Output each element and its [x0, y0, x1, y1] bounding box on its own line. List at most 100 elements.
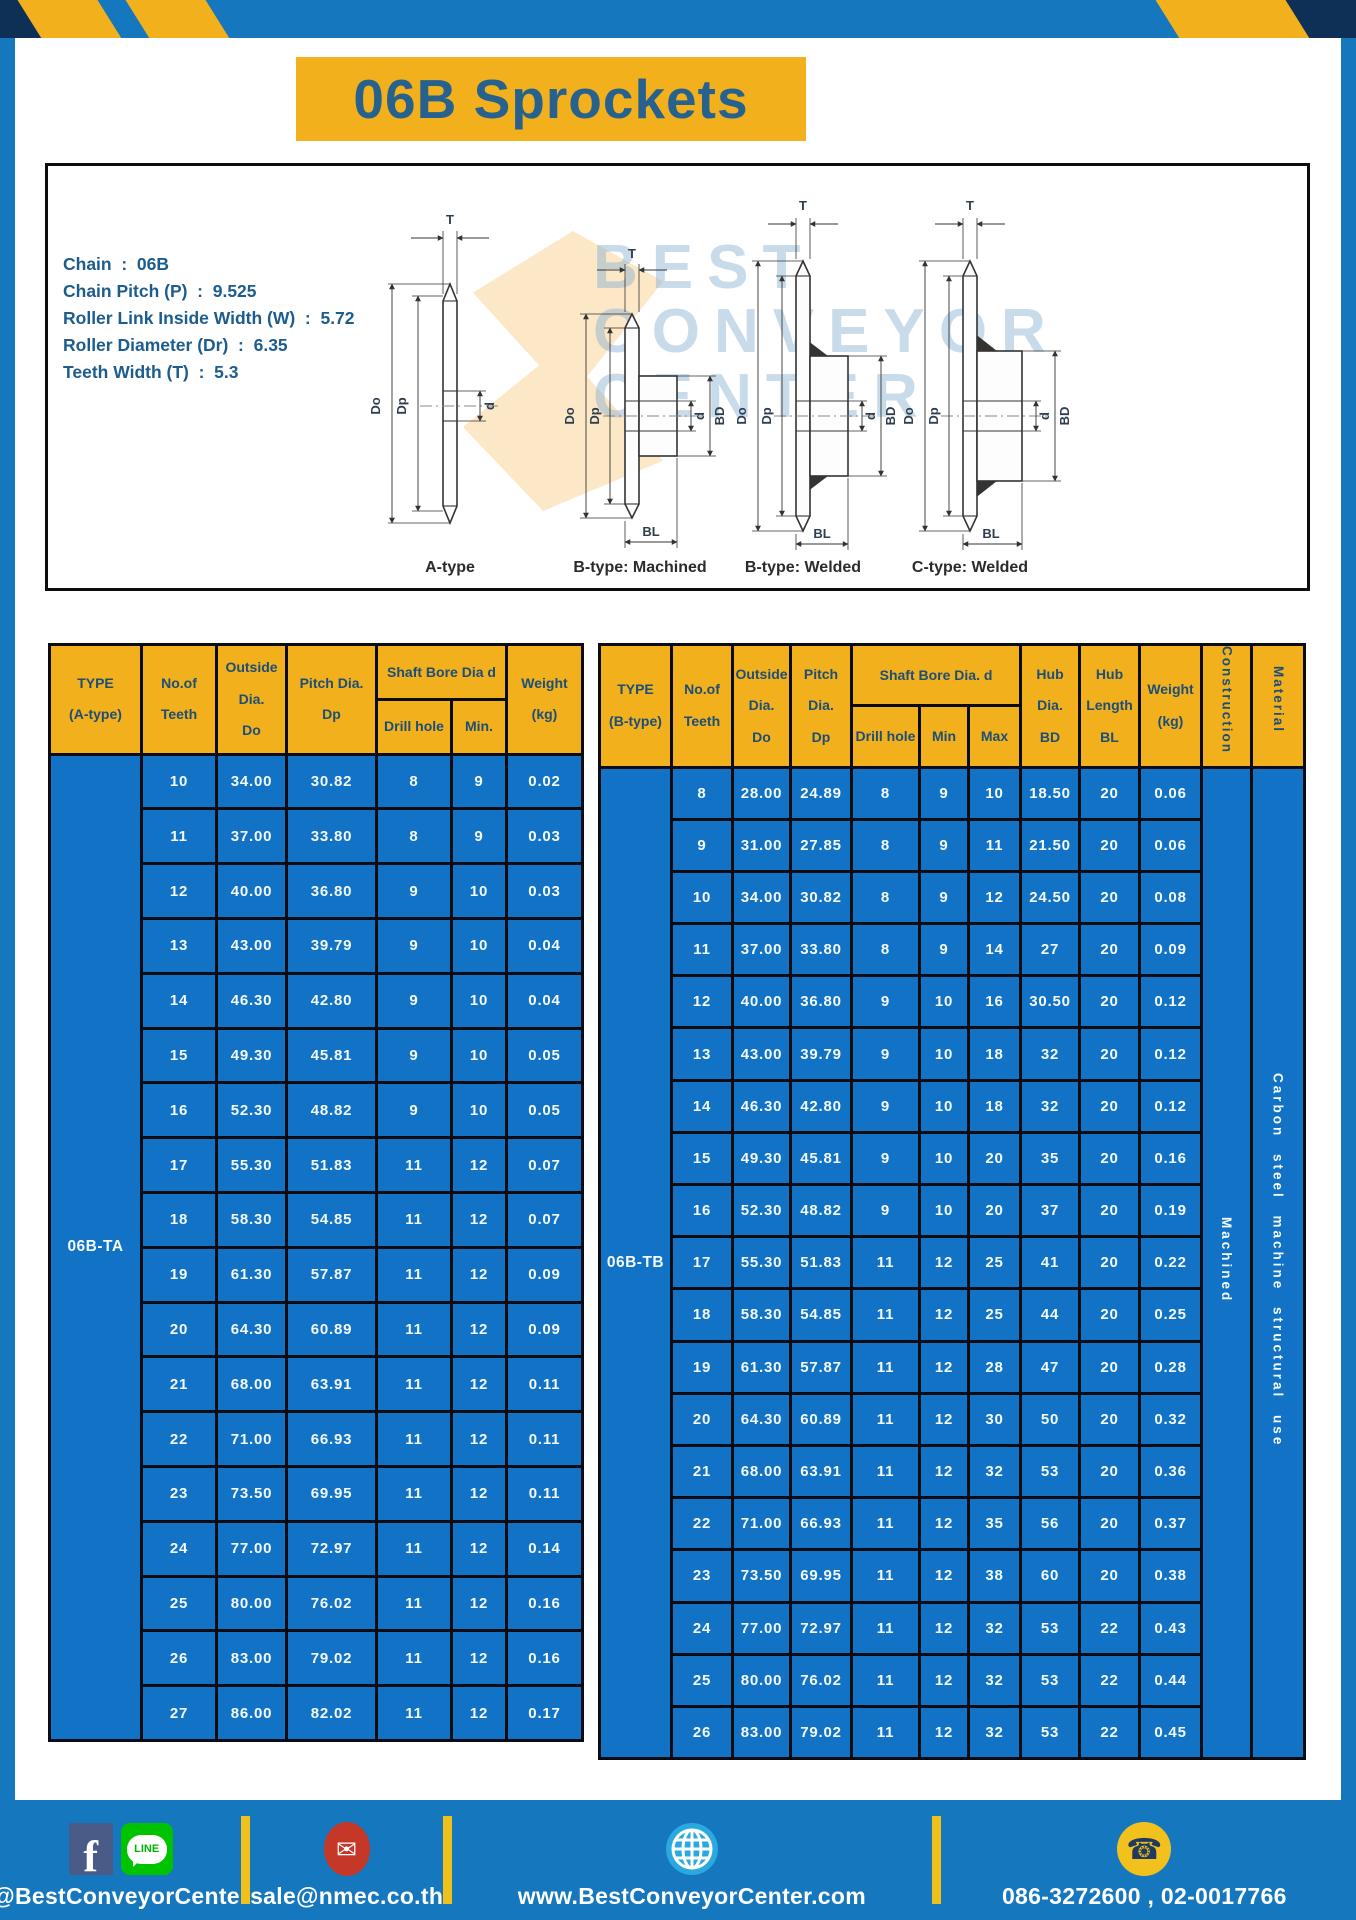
- b-hub-dia-cell: 50: [1019, 1391, 1082, 1447]
- dim-label-bd: BD: [883, 407, 898, 426]
- a-outside-dia-cell: 37.00: [215, 807, 288, 866]
- a-drill-hole-cell: 9: [375, 1081, 453, 1140]
- b-max-cell: 32: [966, 1704, 1023, 1761]
- a-teeth-cell: 16: [140, 1081, 218, 1140]
- b-pitch-dia-cell: 30.82: [789, 869, 853, 926]
- a-outside-dia-cell: 71.00: [215, 1410, 288, 1468]
- b-teeth-cell: 24: [670, 1600, 734, 1656]
- material-value: Carbon steel machine structural use: [1270, 1073, 1286, 1448]
- b-min-cell: 12: [918, 1548, 970, 1604]
- b-pitch-dia-cell: 51.83: [789, 1235, 853, 1291]
- spec-roller-diameter: Roller Diameter (Dr) : 6.35: [63, 335, 288, 355]
- a-weight-cell: 0.07: [505, 1190, 584, 1249]
- a-weight-cell: 0.05: [505, 1026, 584, 1085]
- caption-b-type-machined: B-type: Machined: [573, 559, 707, 576]
- a-teeth-cell: 24: [140, 1519, 218, 1578]
- a-weight-cell: 0.16: [505, 1574, 584, 1633]
- b-max-cell: 28: [966, 1339, 1023, 1395]
- a-type-row: 23 73.50 69.95 11 12 0.11: [50, 1464, 584, 1523]
- a-min-cell: 12: [450, 1684, 508, 1742]
- dim-label-t: T: [966, 198, 974, 213]
- b-outside-dia-cell: 55.30: [731, 1235, 792, 1291]
- a-outside-dia-cell: 34.00: [215, 752, 288, 811]
- b-hub-dia-cell: 44: [1019, 1287, 1082, 1343]
- a-teeth-cell: 27: [140, 1684, 218, 1742]
- b-drill-hole-cell: 11: [850, 1287, 921, 1343]
- a-header-teeth: No.of Teeth: [140, 643, 218, 756]
- top-border-bar: [0, 0, 1356, 38]
- b-type-row: 15 49.30 45.81 9 10 20 35 20 0.16: [600, 1130, 1305, 1187]
- a-outside-dia-cell: 58.30: [215, 1190, 288, 1249]
- b-min-cell: 10: [918, 1078, 970, 1134]
- b-drill-hole-cell: 9: [850, 1182, 921, 1239]
- b-weight-cell: 0.44: [1138, 1652, 1204, 1708]
- b-teeth-cell: 8: [670, 765, 734, 821]
- a-header-outside-dia: Outside Dia. Do: [215, 643, 288, 756]
- b-hub-length-cell: 22: [1078, 1704, 1142, 1761]
- b-hub-length-cell: 20: [1078, 922, 1142, 978]
- a-min-cell: 12: [450, 1136, 508, 1194]
- b-pitch-dia-cell: 69.95: [789, 1548, 853, 1604]
- a-teeth-cell: 17: [140, 1136, 218, 1194]
- b-drill-hole-cell: 8: [850, 922, 921, 978]
- b-teeth-cell: 20: [670, 1391, 734, 1447]
- b-outside-dia-cell: 77.00: [731, 1600, 792, 1656]
- b-outside-dia-cell: 80.00: [731, 1652, 792, 1708]
- b-type-row: 18 58.30 54.85 11 12 25 44 20 0.25: [600, 1287, 1305, 1343]
- a-outside-dia-cell: 77.00: [215, 1519, 288, 1578]
- a-min-cell: 9: [450, 752, 508, 811]
- a-pitch-dia-cell: 48.82: [285, 1081, 378, 1140]
- b-hub-length-cell: 20: [1078, 1391, 1142, 1447]
- b-hub-dia-cell: 24.50: [1019, 869, 1082, 926]
- b-outside-dia-cell: 46.30: [731, 1078, 792, 1134]
- b-drill-hole-cell: 11: [850, 1652, 921, 1708]
- b-max-cell: 18: [966, 1078, 1023, 1134]
- dim-label-dp: Dp: [759, 407, 774, 424]
- b-teeth-cell: 11: [670, 922, 734, 978]
- email-address: sale@nmec.co.th: [250, 1883, 444, 1909]
- a-pitch-dia-cell: 42.80: [285, 971, 378, 1030]
- b-teeth-cell: 17: [670, 1235, 734, 1291]
- b-header-hub-length: Hub Length BL: [1078, 643, 1142, 769]
- b-hub-length-cell: 20: [1078, 1443, 1142, 1500]
- b-pitch-dia-cell: 79.02: [789, 1704, 853, 1761]
- b-hub-length-cell: 20: [1078, 1548, 1142, 1604]
- b-weight-cell: 0.19: [1138, 1182, 1204, 1239]
- a-outside-dia-cell: 49.30: [215, 1026, 288, 1085]
- a-outside-dia-cell: 61.30: [215, 1245, 288, 1304]
- a-weight-cell: 0.04: [505, 916, 584, 975]
- b-outside-dia-cell: 73.50: [731, 1548, 792, 1604]
- b-weight-cell: 0.06: [1138, 817, 1204, 873]
- b-header-construction-cell: Construction: [1200, 643, 1254, 769]
- b-hub-dia-cell: 53: [1019, 1704, 1082, 1761]
- a-pitch-dia-cell: 45.81: [285, 1026, 378, 1085]
- b-header-material-cell: Material: [1250, 643, 1307, 769]
- b-pitch-dia-cell: 66.93: [789, 1496, 853, 1552]
- a-weight-cell: 0.09: [505, 1245, 584, 1304]
- b-drill-hole-cell: 11: [850, 1548, 921, 1604]
- a-teeth-cell: 22: [140, 1410, 218, 1468]
- phone-numbers: 086-3272600 , 02-0017766: [1001, 1883, 1287, 1909]
- b-drill-hole-cell: 11: [850, 1600, 921, 1656]
- b-outside-dia-cell: 61.30: [731, 1339, 792, 1395]
- a-weight-cell: 0.03: [505, 807, 584, 866]
- b-type-row: 9 31.00 27.85 8 9 11 21.50 20 0.06: [600, 817, 1305, 873]
- drawing-b-type-welded: T Do Dp d BD BL: [734, 198, 898, 550]
- b-weight-cell: 0.25: [1138, 1287, 1204, 1343]
- b-max-cell: 14: [966, 922, 1023, 978]
- b-pitch-dia-cell: 42.80: [789, 1078, 853, 1134]
- b-min-cell: 12: [918, 1287, 970, 1343]
- caption-c-type-welded: C-type: Welded: [911, 559, 1029, 576]
- left-border: [0, 0, 15, 1920]
- b-weight-cell: 0.12: [1138, 1026, 1204, 1082]
- a-pitch-dia-cell: 51.83: [285, 1136, 378, 1194]
- dim-label-d: d: [482, 402, 497, 410]
- a-drill-hole-cell: 11: [375, 1136, 453, 1194]
- b-pitch-dia-cell: 60.89: [789, 1391, 853, 1447]
- a-teeth-cell: 25: [140, 1574, 218, 1633]
- a-type-row: 17 55.30 51.83 11 12 0.07: [50, 1136, 584, 1194]
- caption-a-type: A-type: [425, 559, 475, 576]
- a-drill-hole-cell: 8: [375, 752, 453, 811]
- b-hub-dia-cell: 56: [1019, 1496, 1082, 1552]
